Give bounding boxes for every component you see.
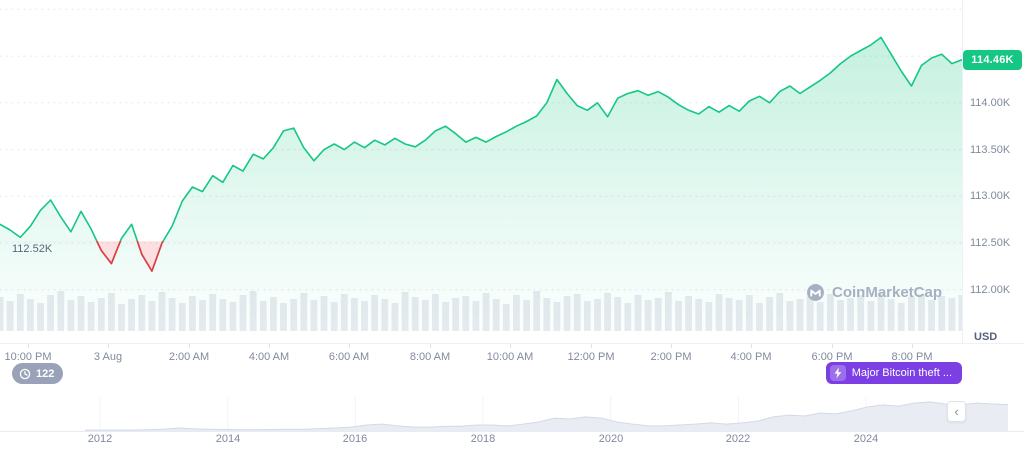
x-tick-mark [591,344,592,348]
x-tick-mark [269,344,270,348]
timeline-navigator[interactable] [0,397,1024,433]
x-tick-label: 3 Aug [93,351,123,363]
currency-label: USD [974,331,998,343]
news-annotation-button[interactable]: Major Bitcoin theft ... [825,362,962,384]
axis-divider-vertical [962,0,963,344]
timeline-year-axis: 2012 2014 2016 2018 2020 2022 2024 [0,433,1024,449]
x-tick-label: 12:00 PM [567,351,615,363]
year-label: 2012 [87,433,113,445]
x-tick-label: 8:00 PM [891,351,933,363]
navigator-area [85,401,1008,431]
navigator-line [85,401,1009,431]
coinmarketcap-logo-icon [807,284,824,301]
x-tick-mark [832,344,833,348]
x-tick-mark [28,344,29,348]
year-label: 2024 [853,433,879,445]
year-label: 2014 [215,433,241,445]
year-label: 2016 [342,433,368,445]
x-axis: 10:00 PM 3 Aug 2:00 AM 4:00 AM 6:00 AM 8:00 A… [0,344,962,368]
x-tick-label: 4:00 PM [730,351,772,363]
y-tick-label: 112.00K [970,284,1011,296]
x-tick-label: 8:00 AM [409,351,451,363]
news-annotation-label: Major Bitcoin theft ... [851,367,952,379]
x-tick-mark [912,344,913,348]
y-axis: 114.00K 113.50K 113.00K 112.50K 112.00K [962,0,1024,344]
x-tick-mark [751,344,752,348]
current-price-badge: 114.46K [963,50,1022,70]
x-tick-mark [671,344,672,348]
x-tick-label: 10:00 AM [486,351,534,363]
history-icon [19,368,31,379]
year-label: 2020 [598,433,624,445]
x-tick-mark [189,344,190,348]
x-tick-mark [349,344,350,348]
lightning-icon [829,365,846,381]
x-tick-label: 10:00 PM [4,351,52,363]
watermark-text: CoinMarketCap [832,284,943,301]
y-tick-label: 113.50K [970,144,1011,156]
x-tick-label: 4:00 AM [248,351,290,363]
watermark: CoinMarketCap [806,283,942,302]
year-label: 2018 [470,433,496,445]
x-tick-mark [108,344,109,348]
x-tick-label: 6:00 PM [811,351,853,363]
x-tick-mark [430,344,431,348]
timeline-scroll-handle[interactable]: ‹ [947,401,966,422]
axis-divider-horizontal [0,343,1024,344]
y-tick-label: 112.50K [970,237,1011,249]
x-tick-label: 2:00 AM [168,351,210,363]
x-tick-label: 2:00 PM [650,351,692,363]
y-tick-label: 114.00K [970,97,1011,109]
annotations-count-label: 122 [36,367,55,380]
chevron-left-icon: ‹ [954,404,959,419]
x-tick-label: 6:00 AM [328,351,370,363]
annotations-count-button[interactable]: 122 [12,363,64,384]
year-label: 2022 [725,433,751,445]
open-price-label: 112.52K [12,243,53,255]
x-tick-mark [510,344,511,348]
y-tick-label: 113.00K [970,190,1011,202]
price-chart[interactable] [0,0,962,344]
price-line-below-open [0,241,962,272]
